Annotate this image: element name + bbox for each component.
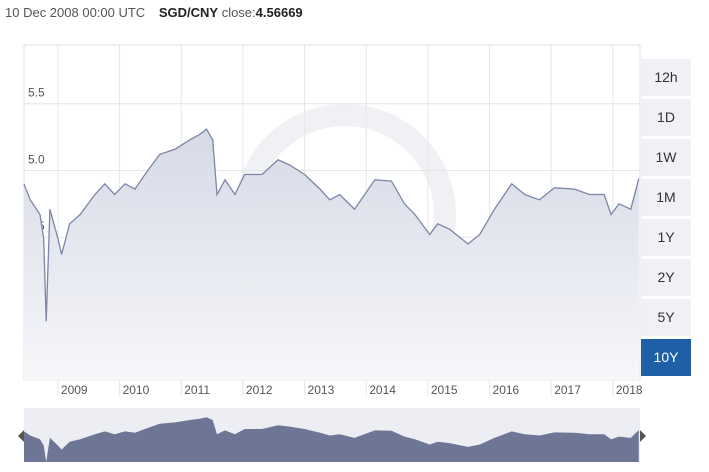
- range-button[interactable]: 1M: [641, 179, 691, 216]
- x-tick-label: 2016: [493, 383, 520, 397]
- datetime: 10 Dec 2008 00:00 UTC: [5, 5, 146, 20]
- range-button[interactable]: 10Y: [641, 339, 691, 376]
- area: [24, 129, 639, 380]
- range-button[interactable]: 1W: [641, 139, 691, 176]
- x-tick-label: 2010: [123, 383, 150, 397]
- header: 10 Dec 2008 00:00 UTC SGD/CNY close:4.56…: [5, 5, 303, 20]
- x-tick-label: 2014: [369, 383, 396, 397]
- y-tick-label: 5.0: [28, 152, 45, 166]
- navigator-area: [24, 417, 639, 462]
- x-tick-label: 2013: [308, 383, 335, 397]
- range-button[interactable]: 2Y: [641, 259, 691, 296]
- range-button[interactable]: 1D: [641, 99, 691, 136]
- y-tick-label: 5.5: [28, 86, 45, 100]
- x-tick-label: 2009: [61, 383, 88, 397]
- x-tick-label: 2015: [431, 383, 458, 397]
- range-button[interactable]: 5Y: [641, 299, 691, 336]
- x-tick-label: 2011: [184, 383, 210, 397]
- close-value: 4.56669: [255, 5, 303, 20]
- pair: SGD/CNY: [158, 5, 219, 20]
- range-button[interactable]: 1Y: [641, 219, 691, 256]
- x-tick-label: 2018: [616, 383, 643, 397]
- x-tick-label: 2012: [246, 383, 273, 397]
- navigator-handle[interactable]: [640, 430, 646, 442]
- range-button[interactable]: 12h: [641, 59, 691, 96]
- navigator-handle[interactable]: [18, 430, 24, 442]
- line: [23, 128, 640, 322]
- x-tick-label: 2017: [554, 383, 581, 397]
- close-label: close:: [221, 5, 256, 20]
